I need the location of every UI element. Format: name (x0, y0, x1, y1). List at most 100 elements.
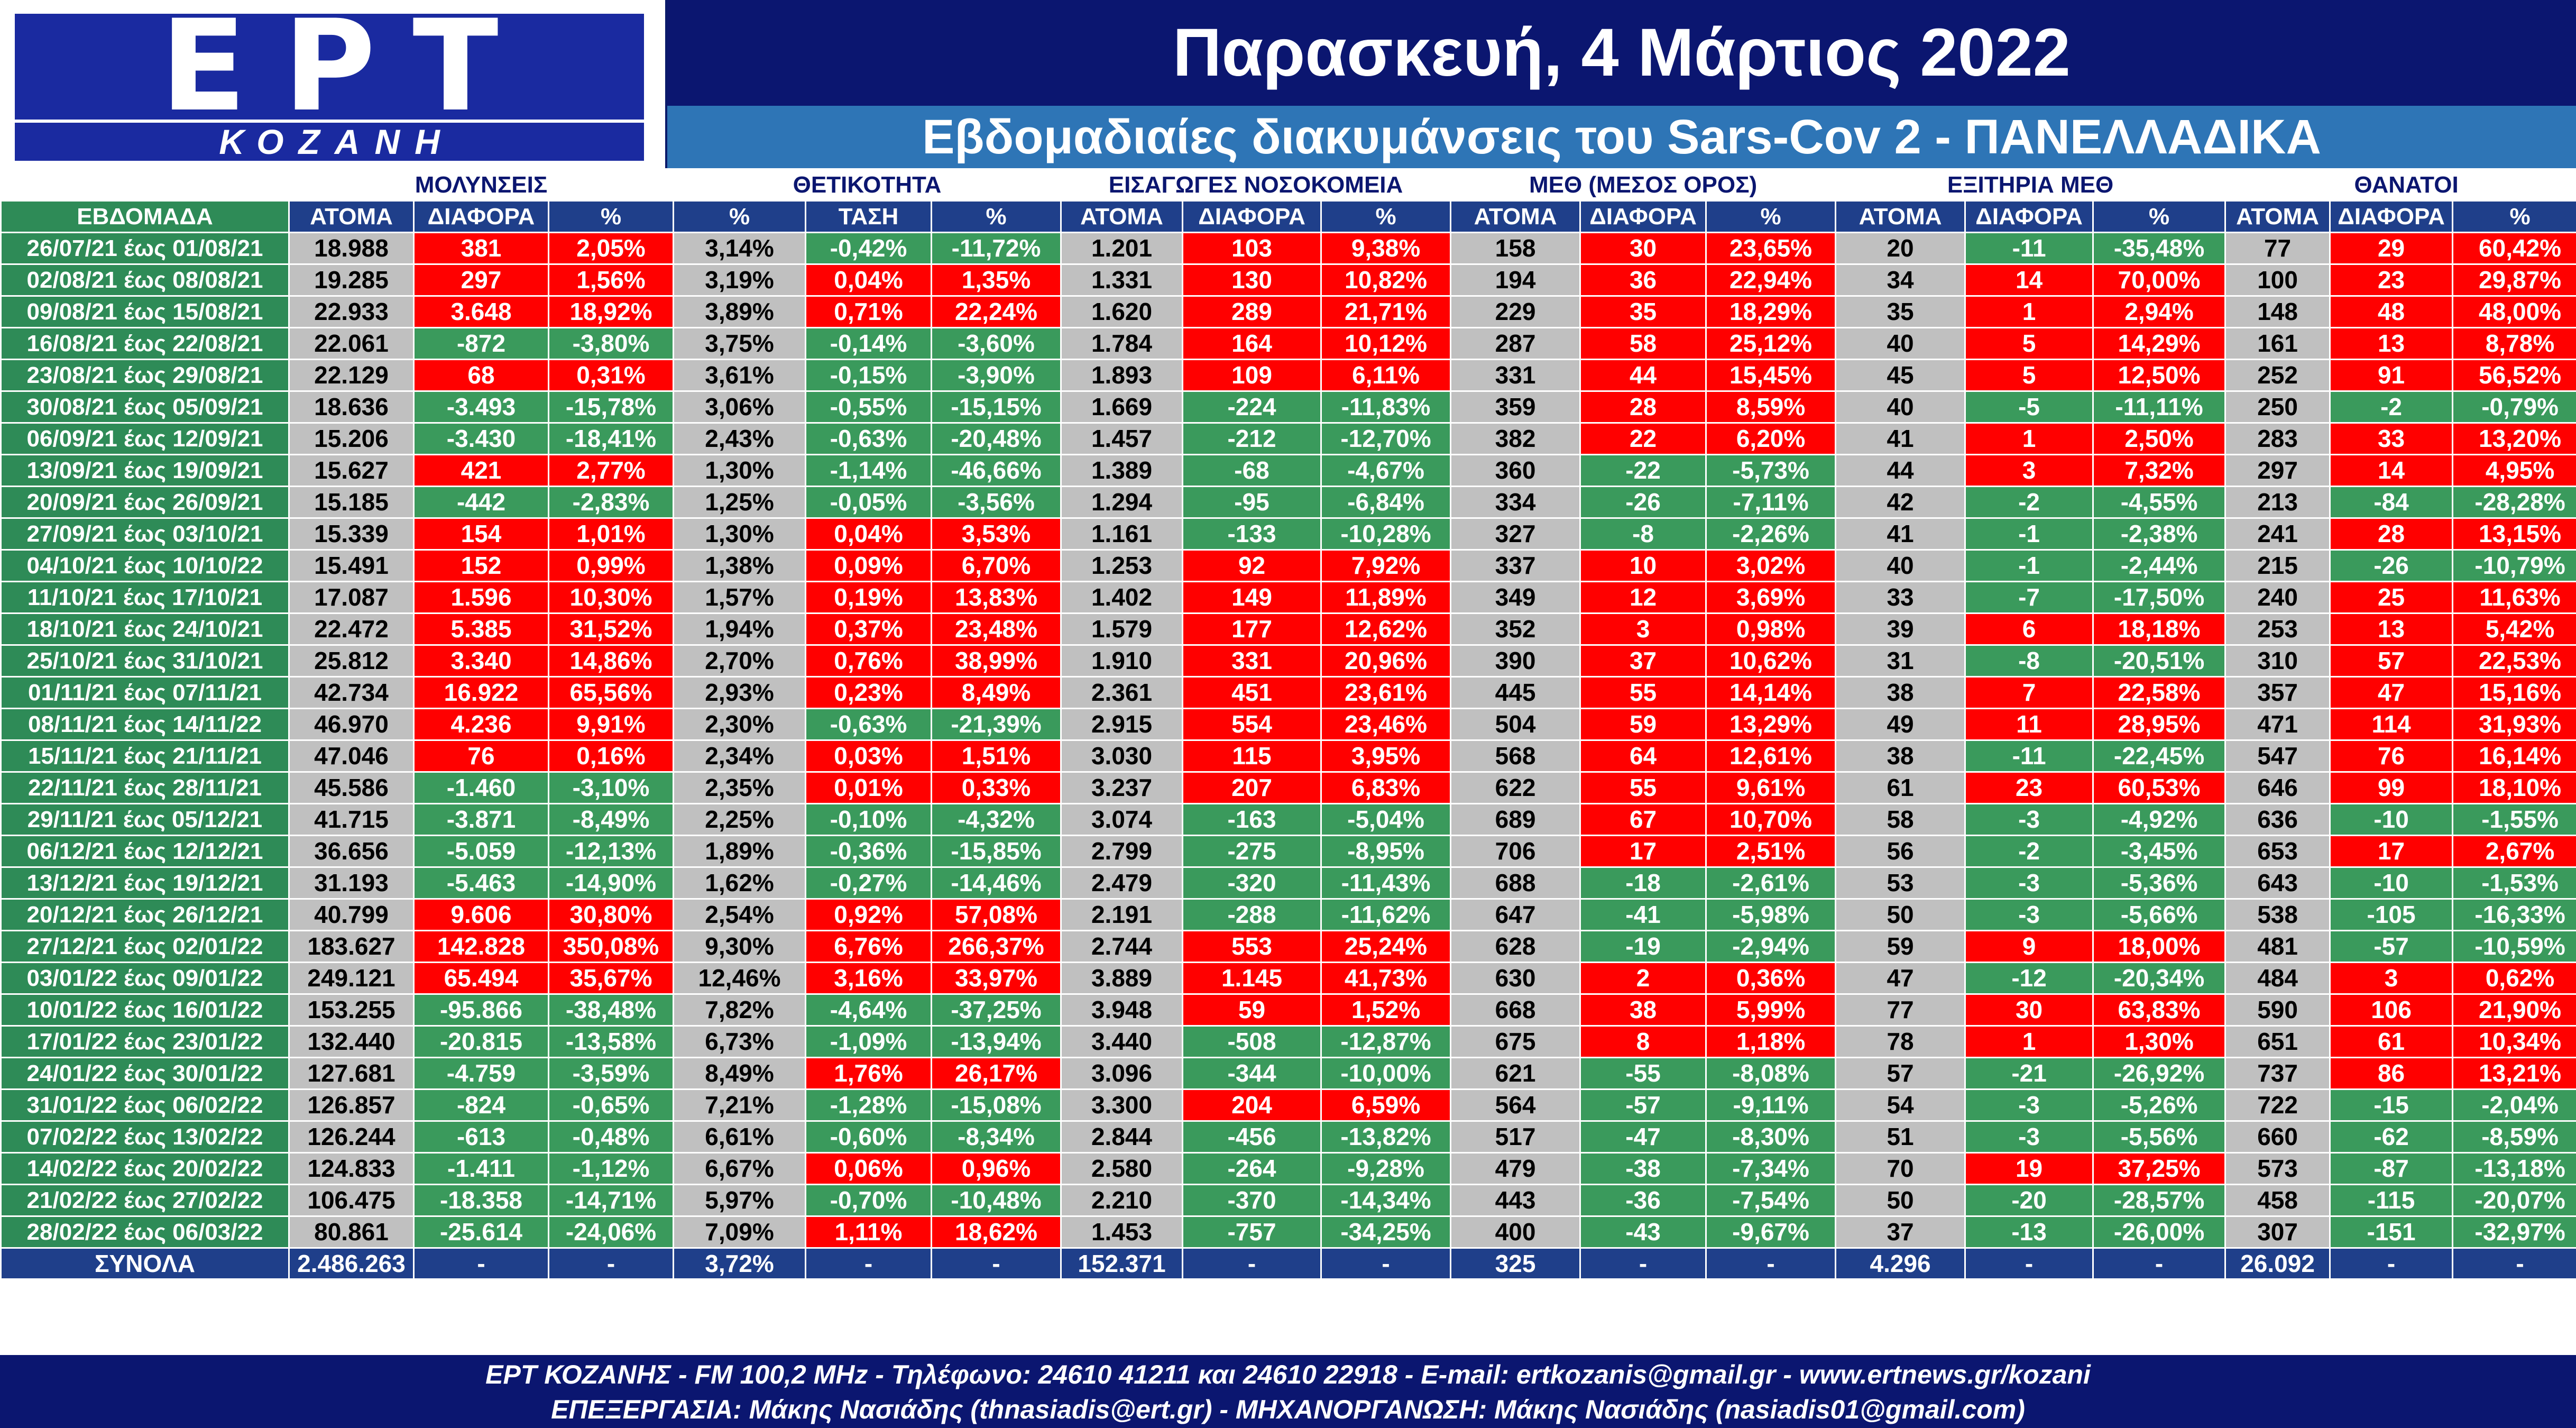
data-cell: 142.828 (413, 930, 549, 963)
totals-cell: 4.296 (1835, 1247, 1966, 1280)
data-cell: 1,57% (673, 581, 807, 614)
data-cell: 64 (1579, 739, 1707, 773)
data-cell: 621 (1450, 1057, 1581, 1090)
data-cell: -3,45% (2092, 835, 2227, 868)
data-cell: -5,66% (2092, 898, 2227, 931)
column-header: ΔΙΑΦΟΡΑ (1579, 200, 1707, 233)
totals-cell: - (805, 1247, 933, 1280)
data-cell: 390 (1450, 644, 1581, 678)
data-cell: 41 (1835, 422, 1966, 455)
data-cell: -4.759 (413, 1057, 549, 1090)
data-cell: -1,14% (805, 454, 933, 487)
data-cell: -0,60% (805, 1120, 933, 1154)
data-cell: 115 (1182, 739, 1322, 773)
data-cell: 2.361 (1060, 676, 1184, 709)
data-cell: 30 (1964, 993, 2094, 1027)
data-cell: 289 (1182, 295, 1322, 328)
data-cell: 18,00% (2092, 930, 2227, 963)
data-cell: -20,07% (2452, 1184, 2576, 1217)
data-cell: 1 (1964, 422, 2094, 455)
data-cell: -10,00% (1320, 1057, 1452, 1090)
data-cell: -57 (2329, 930, 2454, 963)
data-cell: -12,87% (1320, 1025, 1452, 1058)
data-cell: 38 (1835, 676, 1966, 709)
data-cell: 58 (1835, 803, 1966, 836)
week-cell: 11/10/21 έως 17/10/21 (0, 581, 290, 614)
data-cell: -0,55% (805, 390, 933, 424)
data-cell: 3,95% (1320, 739, 1452, 773)
data-cell: 2,51% (1705, 835, 1837, 868)
data-cell: -8,08% (1705, 1057, 1837, 1090)
data-cell: -11,72% (931, 232, 1062, 265)
data-cell: 2,50% (2092, 422, 2227, 455)
data-cell: 207 (1182, 771, 1322, 804)
column-header: ΑΤΟΜΑ (1450, 200, 1581, 233)
data-cell: 16,14% (2452, 739, 2576, 773)
data-cell: 252 (2224, 359, 2331, 392)
data-cell: -8,95% (1320, 835, 1452, 868)
data-cell: 78 (1835, 1025, 1966, 1058)
data-cell: 15.206 (288, 422, 415, 455)
data-cell: 3.074 (1060, 803, 1184, 836)
data-cell: 14 (2329, 454, 2454, 487)
data-cell: -20 (1964, 1184, 2094, 1217)
table-row: 09/08/21 έως 15/08/21 22.933 3.648 18,92% 3,… (0, 295, 2576, 328)
data-cell: 1.910 (1060, 644, 1184, 678)
data-cell: -2,04% (2452, 1088, 2576, 1122)
group-header: ΜΟΛΥΝΣΕΙΣ (288, 168, 675, 202)
data-cell: -613 (413, 1120, 549, 1154)
data-cell: 0,37% (805, 612, 933, 646)
data-cell: -8 (1579, 517, 1707, 551)
data-cell: 7,21% (673, 1088, 807, 1122)
data-cell: 130 (1182, 263, 1322, 297)
data-cell: 21,71% (1320, 295, 1452, 328)
data-cell: 3.889 (1060, 962, 1184, 995)
data-cell: -370 (1182, 1184, 1322, 1217)
data-cell: 38,99% (931, 644, 1062, 678)
data-cell: 568 (1450, 739, 1581, 773)
data-cell: 44 (1835, 454, 1966, 487)
data-cell: 1.331 (1060, 263, 1184, 297)
data-cell: 35,67% (547, 962, 675, 995)
data-cell: 0,16% (547, 739, 675, 773)
week-cell: 28/02/22 έως 06/03/22 (0, 1215, 290, 1249)
totals-row: ΣΥΝΟΛΑ 2.486.263- -3,72% - -152.371- -325- -4.… (0, 1247, 2576, 1280)
data-cell: 0,04% (805, 263, 933, 297)
data-cell: -15,85% (931, 835, 1062, 868)
data-cell: 2,25% (673, 803, 807, 836)
data-cell: 5,42% (2452, 612, 2576, 646)
data-cell: 9.606 (413, 898, 549, 931)
data-cell: 10,12% (1320, 327, 1452, 360)
data-cell: 3,53% (931, 517, 1062, 551)
data-cell: 7,82% (673, 993, 807, 1027)
data-cell: 11,63% (2452, 581, 2576, 614)
data-cell: 59 (1835, 930, 1966, 963)
data-cell: -13,18% (2452, 1152, 2576, 1185)
data-cell: 31,52% (547, 612, 675, 646)
data-cell: 22,53% (2452, 644, 2576, 678)
data-cell: 1.389 (1060, 454, 1184, 487)
data-cell: 23 (2329, 263, 2454, 297)
group-header-row: ΜΟΛΥΝΣΕΙΣ ΘΕΤΙΚΟΤΗΤΑ ΕΙΣΑΓΩΓΕΣ ΝΟΣΟΚΟΜΕΙΑ Μ… (0, 168, 2576, 202)
data-cell: 0,23% (805, 676, 933, 709)
data-cell: -115 (2329, 1184, 2454, 1217)
data-cell: -2,44% (2092, 549, 2227, 582)
data-cell: 18,92% (547, 295, 675, 328)
data-cell: 1.201 (1060, 232, 1184, 265)
data-cell: 359 (1450, 390, 1581, 424)
data-cell: 40 (1835, 549, 1966, 582)
data-cell: 2 (1579, 962, 1707, 995)
data-cell: 2,35% (673, 771, 807, 804)
data-cell: -32,97% (2452, 1215, 2576, 1249)
totals-cell: - (931, 1247, 1062, 1280)
data-cell: 554 (1182, 708, 1322, 741)
data-cell: -2,94% (1705, 930, 1837, 963)
data-cell: -87 (2329, 1152, 2454, 1185)
data-cell: 1.784 (1060, 327, 1184, 360)
data-cell: -2,38% (2092, 517, 2227, 551)
data-cell: 15,45% (1705, 359, 1837, 392)
data-cell: -22 (1579, 454, 1707, 487)
data-cell: -25.614 (413, 1215, 549, 1249)
data-cell: 1.402 (1060, 581, 1184, 614)
data-cell: 1.596 (413, 581, 549, 614)
